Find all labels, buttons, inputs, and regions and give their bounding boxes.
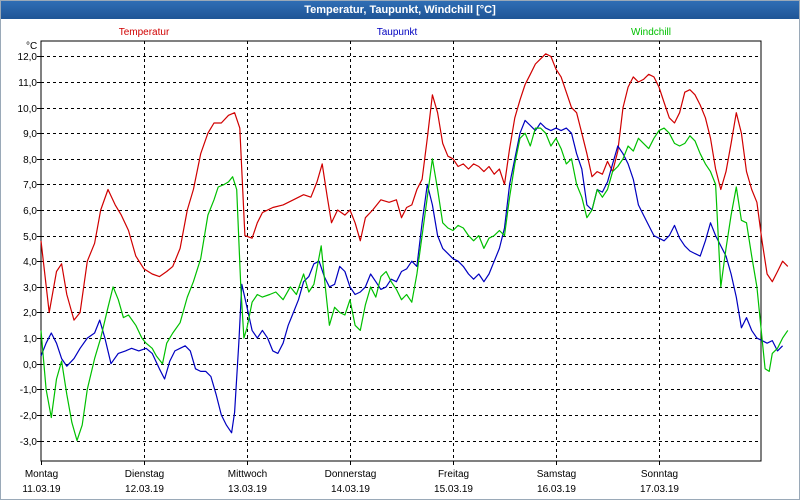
legend-windchill: Windchill <box>631 27 671 38</box>
label-layer: 12,0 11,0 10,0 9,0 8,0 7,0 6,0 5,0 4,0 3,0 2,0 1,0 0… <box>18 27 680 495</box>
x-day-label: Donnerstag <box>325 469 377 480</box>
x-day-label: Freitag <box>438 469 469 480</box>
y-tick-label: -1,0 <box>20 385 38 396</box>
x-date-label: 12.03.19 <box>125 484 164 495</box>
y-tick-label: 10,0 <box>18 104 38 115</box>
y-tick-label: 12,0 <box>18 52 38 63</box>
plot-border <box>40 40 762 462</box>
y-tick-label: -2,0 <box>20 411 38 422</box>
x-day-label: Samstag <box>537 469 576 480</box>
x-day-label: Sonntag <box>641 469 678 480</box>
x-day-label: Dienstag <box>125 469 164 480</box>
y-tick-label: 1,0 <box>23 334 37 345</box>
y-tick-label: 5,0 <box>23 232 37 243</box>
y-tick-label: 0,0 <box>23 360 37 371</box>
x-date-label: 15.03.19 <box>434 484 473 495</box>
y-tick-label: 11,0 <box>18 78 37 89</box>
series-line-taupunkt <box>40 119 784 434</box>
y-tick-label: 9,0 <box>23 129 37 140</box>
x-day-label: Mittwoch <box>228 469 267 480</box>
y-tick-label: -3,0 <box>20 437 38 448</box>
series-layer <box>40 53 789 442</box>
series-line-windchill <box>40 127 789 442</box>
x-day-label: Montag <box>25 469 58 480</box>
y-tick-label: 2,0 <box>23 308 37 319</box>
legend-taupunkt: Taupunkt <box>377 27 418 38</box>
x-date-label: 14.03.19 <box>331 484 370 495</box>
y-tick-label: 3,0 <box>23 283 37 294</box>
x-date-label: 11.03.19 <box>22 484 61 495</box>
series-line-temperatur <box>40 53 789 321</box>
legend-temperatur: Temperatur <box>119 27 170 38</box>
y-tick-label: 6,0 <box>23 206 37 217</box>
y-tick-label: 4,0 <box>23 257 37 268</box>
y-tick-label: 7,0 <box>23 180 37 191</box>
x-date-label: 13.03.19 <box>228 484 267 495</box>
x-date-label: 17.03.19 <box>640 484 679 495</box>
grid-layer <box>37 40 762 465</box>
window-title: Temperatur, Taupunkt, Windchill [°C] <box>1 1 799 19</box>
y-axis-label: °C <box>26 41 37 52</box>
y-tick-label: 8,0 <box>23 155 37 166</box>
x-date-label: 16.03.19 <box>537 484 576 495</box>
